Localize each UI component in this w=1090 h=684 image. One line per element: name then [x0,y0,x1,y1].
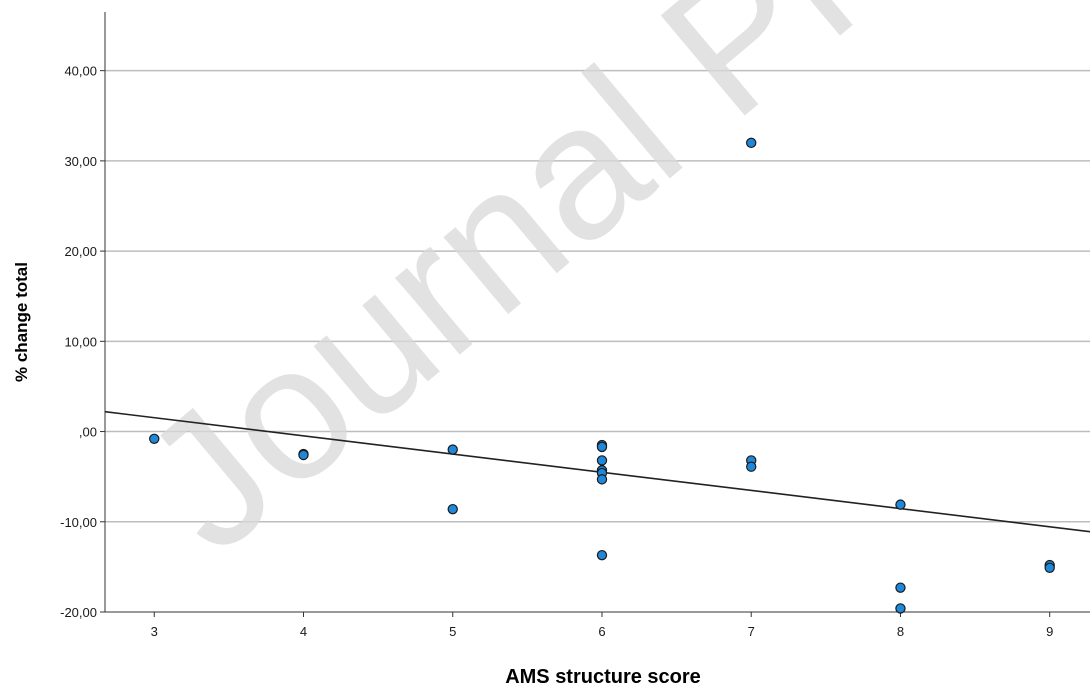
y-tick-label: -20,00 [60,605,97,620]
y-tick-label: ,00 [79,425,97,440]
x-tick-label: 7 [748,624,755,639]
axes [100,12,1090,617]
y-tick-label: 10,00 [64,334,97,349]
x-axis-title: AMS structure score [505,666,701,684]
tick-labels: -20,00 -10,00 ,00 10,00 20,00 30,00 40,00 3 4 5 6 7… [60,64,1053,639]
data-point [895,603,906,614]
x-tick-label: 8 [897,624,904,639]
x-tick-label: 5 [449,624,456,639]
data-point [746,461,757,472]
data-point [596,441,608,453]
data-point [596,549,608,561]
x-tick-label: 3 [151,624,158,639]
data-point [298,449,309,461]
data-point [447,503,458,515]
data-points [149,137,1055,614]
x-tick-label: 4 [300,624,307,639]
data-point [895,582,906,593]
data-point [596,455,608,466]
y-axis-title: % change total [12,262,31,382]
watermark: Journal Pre-proof [105,0,1090,591]
x-tick-label: 6 [598,624,605,639]
data-point [596,474,608,485]
data-point [895,499,906,510]
data-point [746,137,757,149]
y-tick-label: 30,00 [64,154,97,169]
y-tick-label: 40,00 [64,64,97,79]
data-point [447,444,458,455]
data-point [149,433,160,444]
y-tick-label: 20,00 [64,244,97,259]
x-tick-label: 9 [1046,624,1053,639]
y-tick-label: -10,00 [60,515,97,530]
data-point [1044,562,1055,573]
